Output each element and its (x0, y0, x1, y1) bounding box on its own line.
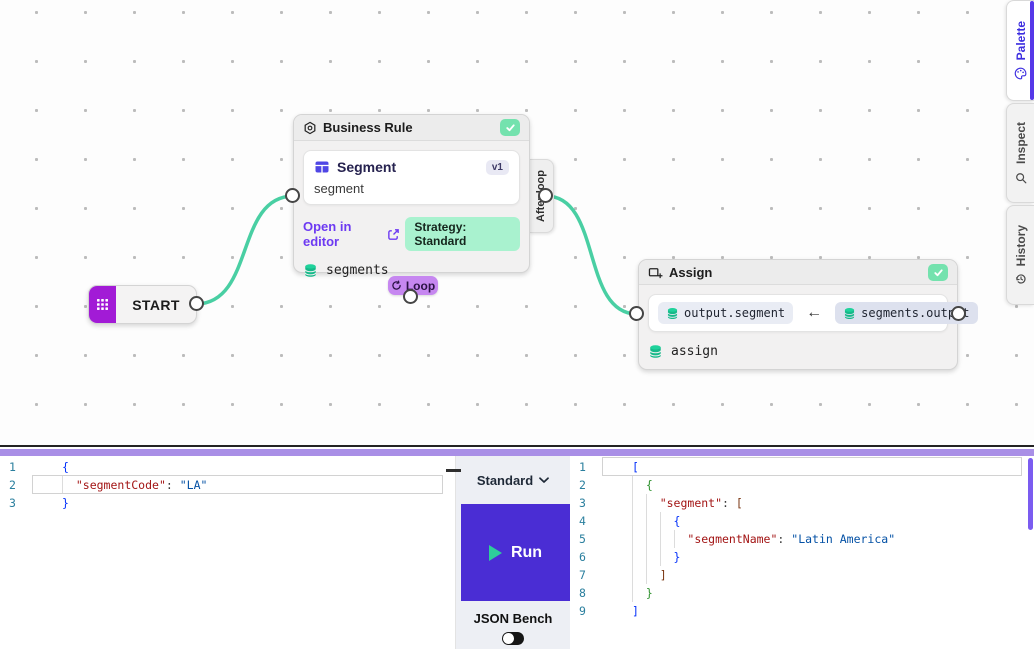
success-check-badge (928, 263, 948, 281)
assign-title: Assign (669, 264, 713, 280)
business-rule-node[interactable]: Business Rule Segment v1 se (293, 114, 530, 278)
code-line[interactable]: } (62, 496, 69, 510)
database-icon (303, 263, 318, 278)
source-variable-label: segments.output (861, 306, 970, 320)
start-output-port[interactable] (189, 296, 204, 311)
start-node[interactable]: START (88, 285, 197, 324)
magnifier-icon (1015, 172, 1027, 184)
assign-node[interactable]: Assign output.segment ← (638, 259, 978, 370)
code-line[interactable]: ] (632, 604, 639, 618)
business-rule-title: Business Rule (323, 120, 413, 135)
play-icon (488, 544, 502, 561)
assign-input-port[interactable] (629, 306, 644, 321)
open-in-editor-link[interactable]: Open in editor (303, 219, 352, 249)
right-sidebar: Palette Inspect History (1006, 0, 1034, 307)
check-icon (505, 122, 516, 133)
rule-name: Segment (337, 159, 397, 175)
after-loop-output-port[interactable] (538, 188, 553, 203)
assign-mapping-card[interactable]: output.segment ← segments.output (648, 294, 978, 332)
active-tab-indicator (1030, 1, 1034, 100)
business-rule-input-port[interactable] (285, 188, 300, 203)
run-button[interactable]: Run (461, 504, 570, 601)
business-rule-body: Segment v1 segment Open in editor Strate… (294, 141, 529, 287)
check-icon (933, 267, 944, 278)
code-line[interactable]: "segmentName": "Latin America" (632, 530, 1024, 548)
source-variable-chip[interactable]: segments.output (835, 302, 978, 324)
code-line[interactable]: "segmentCode": "LA" (32, 475, 445, 494)
history-icon (1015, 273, 1027, 285)
table-icon (314, 159, 330, 175)
resize-sash-handle[interactable] (446, 469, 461, 472)
panel-divider[interactable] (0, 449, 1034, 456)
left-arrow: ← (806, 304, 823, 321)
output-scrollbar-thumb[interactable] (1028, 458, 1033, 530)
code-line[interactable]: { (62, 460, 69, 474)
tab-palette[interactable]: Palette (1006, 0, 1034, 101)
tab-palette-label: Palette (1013, 20, 1028, 61)
palette-icon (1014, 67, 1027, 80)
assign-output-port[interactable] (951, 306, 966, 321)
loop-icon (391, 280, 402, 291)
code-line[interactable]: ] (632, 566, 1024, 584)
assign-header: Assign (639, 260, 957, 285)
success-check-badge (500, 119, 520, 136)
bench-controls: Standard Run JSON Bench (456, 456, 570, 649)
output-variable-name: assign (671, 344, 718, 359)
mode-select[interactable]: Standard (456, 456, 570, 504)
segment-rule-card[interactable]: Segment v1 segment (303, 150, 520, 205)
target-variable-chip[interactable]: output.segment (658, 302, 794, 324)
target-variable-label: output.segment (684, 306, 786, 320)
strategy-badge: Strategy: Standard (405, 217, 520, 251)
theme-toggle[interactable] (502, 632, 524, 645)
code-line[interactable]: } (632, 584, 1024, 602)
database-icon (666, 307, 679, 320)
code-lines[interactable]: { "segmentCode": "LA"} (32, 458, 445, 512)
loop-port[interactable] (403, 289, 418, 304)
run-button-label: Run (510, 543, 543, 561)
version-badge: v1 (485, 159, 509, 175)
business-rule-header: Business Rule (294, 115, 529, 141)
edge-start-to-business-rule (195, 194, 295, 306)
code-line[interactable]: { (632, 512, 1024, 530)
hexagon-gear-icon (303, 121, 317, 135)
insert-rect-icon (648, 266, 663, 279)
tab-history-label: History (1013, 224, 1028, 267)
code-lines[interactable]: [ { "segment": [ { "segmentName": "Latin… (602, 457, 1024, 620)
rule-id: segment (314, 181, 364, 196)
tab-inspect-label: Inspect (1013, 122, 1028, 165)
code-line[interactable]: } (632, 548, 1024, 566)
start-node-label: START (132, 296, 180, 313)
chevron-down-icon (539, 476, 550, 484)
external-link-icon[interactable] (387, 228, 400, 241)
output-variable-name: segments (326, 263, 389, 278)
database-icon (843, 307, 856, 320)
code-line[interactable]: [ (602, 457, 1024, 476)
grid-icon (96, 298, 109, 311)
code-line[interactable]: { (632, 476, 1024, 494)
json-bench-title: JSON Bench (473, 611, 553, 626)
flow-canvas[interactable]: After loop START Business (0, 0, 1034, 447)
tab-inspect[interactable]: Inspect (1006, 103, 1034, 203)
tab-history[interactable]: History (1006, 205, 1034, 305)
mode-select-value: Standard (476, 472, 534, 488)
start-node-color-block (89, 286, 116, 323)
edge-afterloop-to-assign (544, 194, 639, 316)
database-icon (648, 344, 663, 359)
code-line[interactable]: "segment": [ (632, 494, 1024, 512)
